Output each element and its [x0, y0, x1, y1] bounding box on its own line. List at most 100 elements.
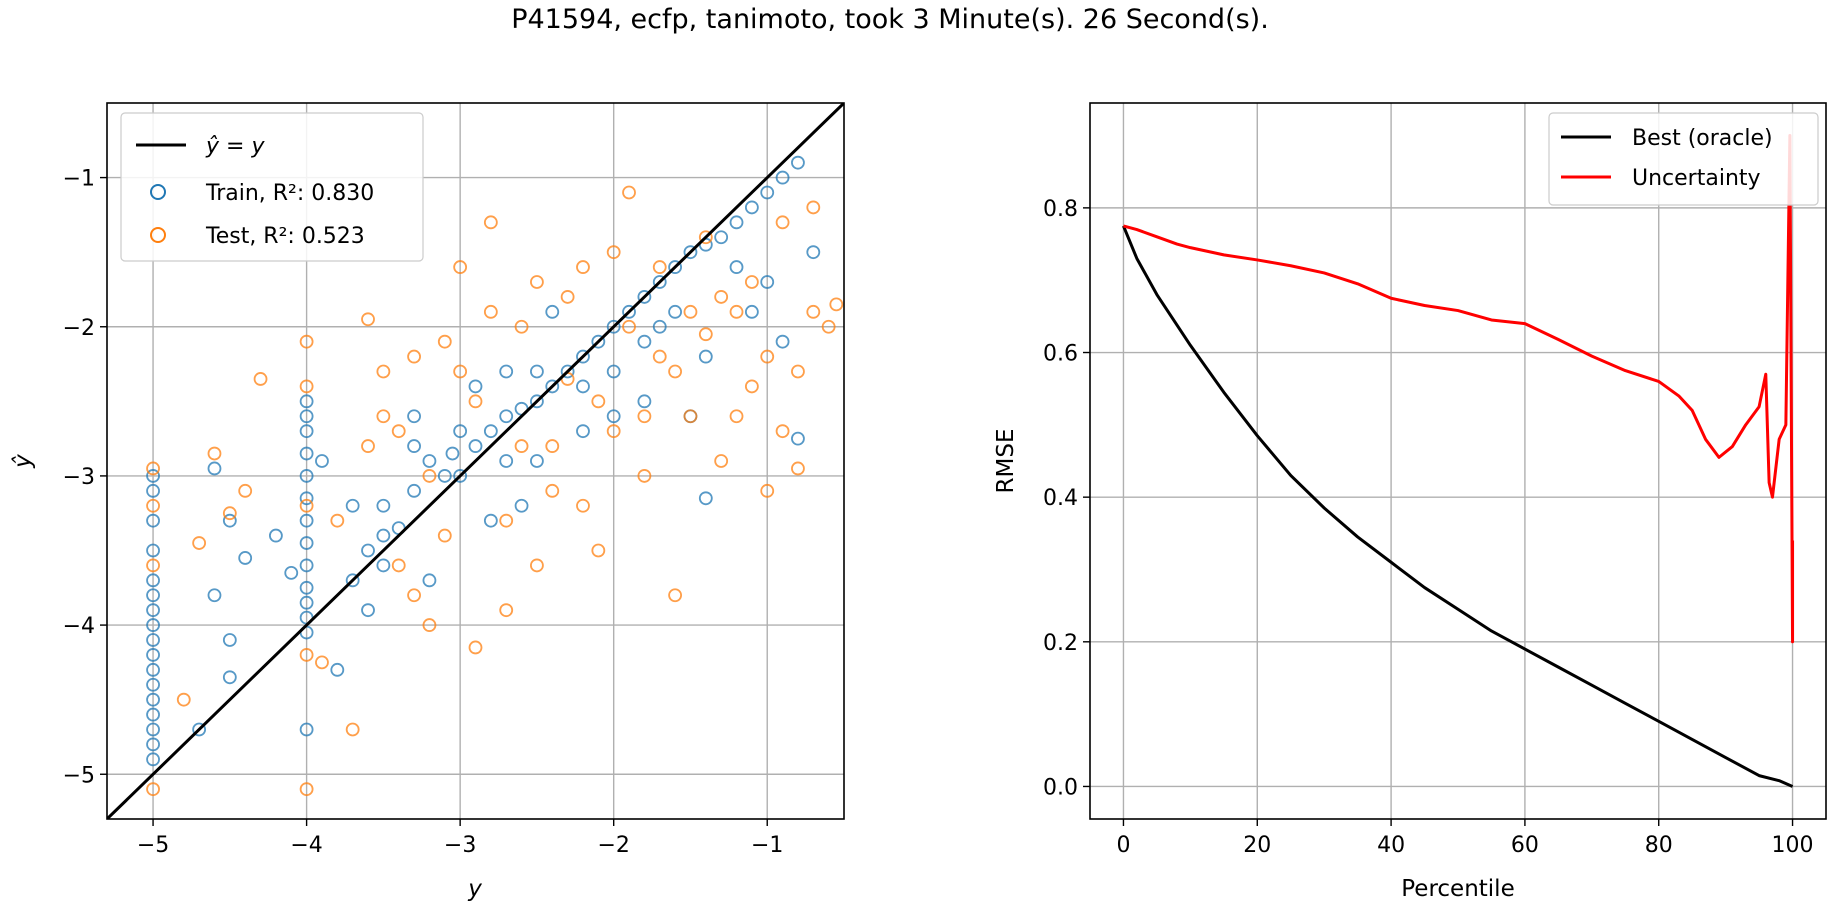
train-point: [299, 491, 314, 506]
train-point: [744, 304, 759, 319]
train-point: [146, 633, 160, 647]
test-point: [238, 483, 253, 498]
parity-plot: −5 −4 −3 −2 −1 −5 −4 −3 −2 −1 y ŷ ŷ = y Train, R²…: [10, 102, 845, 902]
legend-identity-label: ŷ = y: [205, 134, 265, 159]
train-point: [299, 394, 314, 409]
train-point: [698, 349, 713, 364]
test-point: [222, 506, 237, 521]
test-point: [791, 364, 805, 379]
train-point: [530, 394, 544, 409]
test-point: [744, 275, 759, 289]
test-point: [376, 409, 391, 424]
rmse-grid: [1090, 103, 1826, 819]
train-point: [345, 573, 360, 588]
test-point: [391, 558, 406, 573]
test-point: [146, 558, 160, 573]
train-point: [299, 558, 314, 573]
train-point: [299, 536, 314, 550]
test-point: [576, 260, 590, 274]
train-point: [637, 334, 652, 349]
test-point: [698, 230, 713, 245]
test-point: [821, 319, 836, 334]
test-point: [146, 782, 160, 797]
train-point: [146, 722, 160, 737]
parity-points: [107, 103, 844, 819]
train-point: [499, 454, 514, 468]
rmse-ytick-label: 0.2: [1043, 631, 1078, 656]
test-point: [299, 782, 314, 797]
train-point: [591, 334, 606, 349]
test-point: [315, 655, 329, 670]
train-point: [376, 528, 391, 543]
train-point: [453, 469, 468, 483]
train-point: [146, 513, 160, 528]
train-point: [775, 334, 790, 349]
rmse-xtick-label: 20: [1243, 833, 1271, 858]
train-point: [222, 633, 237, 647]
test-point: [591, 543, 606, 558]
train-point: [576, 424, 590, 439]
parity-ytick-label: −1: [63, 167, 95, 192]
rmse-lines: [1122, 134, 1795, 788]
train-point: [545, 379, 560, 394]
test-point: [345, 722, 360, 737]
train-point: [668, 260, 683, 274]
rmse-frame: [1089, 102, 1827, 820]
test-point: [729, 409, 744, 424]
train-point: [576, 349, 590, 364]
train-point: [483, 424, 498, 439]
test-point: [299, 379, 314, 394]
train-point: [376, 558, 391, 573]
train-point: [483, 513, 498, 528]
test-point: [192, 536, 207, 550]
test-point: [576, 498, 590, 513]
train-point: [146, 737, 160, 752]
train-point: [284, 565, 299, 580]
rmse-ytick-label: 0.4: [1043, 486, 1078, 511]
figure-title: P41594, ecfp, tanimoto, took 3 Minute(s)…: [511, 4, 1269, 35]
train-point: [315, 454, 329, 468]
test-point: [176, 692, 191, 707]
test-point: [714, 454, 729, 468]
test-point: [560, 290, 575, 304]
train-point: [514, 498, 529, 513]
identity-line: [107, 103, 844, 819]
train-point: [330, 662, 345, 677]
rmse-plot: 0 20 40 60 80 100 0.0 0.2 0.4 0.6 0.8 Percentile R…: [993, 102, 1827, 902]
parity-xtick-label: −5: [137, 833, 169, 858]
rmse-xtick-label: 80: [1645, 833, 1673, 858]
test-point: [637, 409, 652, 424]
train-point: [606, 409, 621, 424]
train-point: [146, 603, 160, 618]
train-point: [299, 722, 314, 737]
train-point: [637, 394, 652, 409]
test-point: [530, 275, 544, 289]
train-point: [146, 573, 160, 588]
train-point: [222, 513, 237, 528]
parity-ylabel: ŷ: [10, 454, 36, 469]
train-point: [468, 379, 483, 394]
train-point: [453, 424, 468, 439]
train-point: [407, 483, 421, 498]
test-point: [253, 372, 268, 386]
test-point: [407, 588, 421, 603]
test-point: [668, 364, 683, 379]
test-point: [422, 469, 437, 483]
test-point: [668, 588, 683, 603]
train-point: [299, 513, 314, 528]
train-point: [744, 200, 759, 215]
parity-ticks: −5 −4 −3 −2 −1 −5 −4 −3 −2 −1: [63, 167, 784, 858]
train-point: [146, 618, 160, 632]
test-point: [683, 409, 698, 424]
test-point: [483, 304, 498, 319]
test-point: [514, 439, 529, 453]
train-point: [146, 483, 160, 498]
train-point: [622, 304, 636, 319]
train-point: [499, 409, 514, 424]
train-point: [192, 722, 207, 737]
test-point: [407, 349, 421, 364]
train-point: [683, 245, 698, 260]
test-point: [637, 469, 652, 483]
rmse-ytick-label: 0.0: [1043, 775, 1078, 800]
